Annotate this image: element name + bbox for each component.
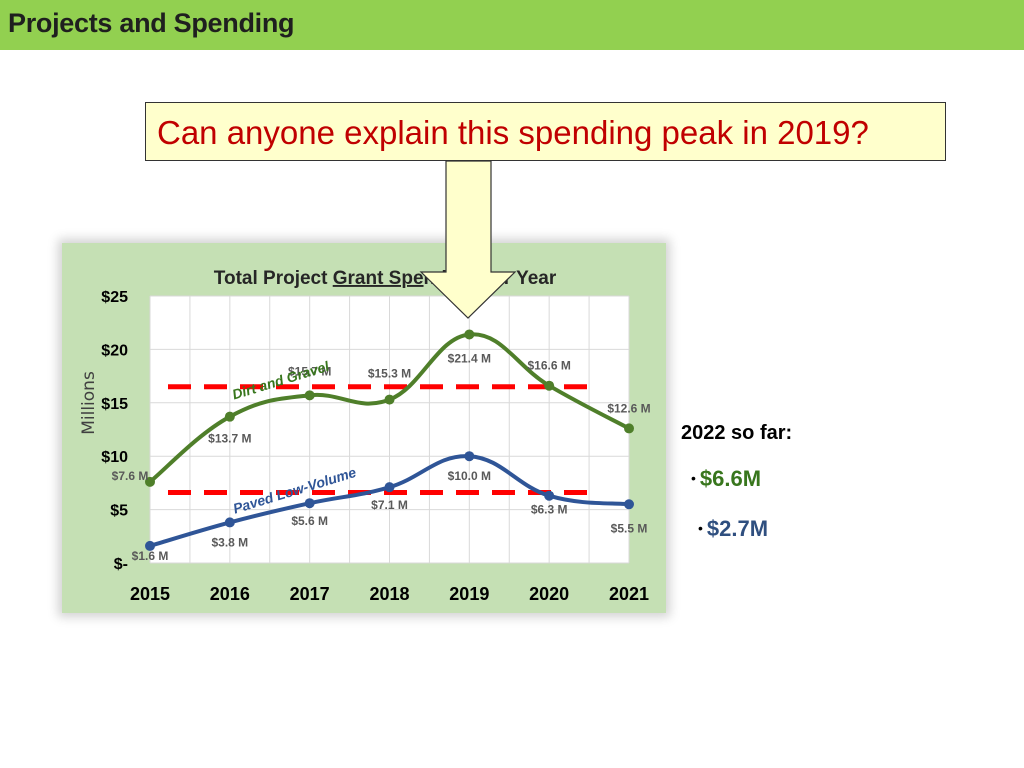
- y-tick-label: $-: [114, 556, 128, 573]
- x-tick-label: 2020: [529, 584, 569, 604]
- callout-text: Can anyone explain this spending peak in…: [157, 114, 869, 151]
- x-tick-label: 2019: [449, 584, 489, 604]
- data-label: $7.1 M: [371, 498, 408, 512]
- chart-title-part: Total Project: [214, 268, 333, 289]
- y-tick-label: $5: [110, 503, 128, 520]
- data-point: [384, 482, 395, 493]
- x-tick-label: 2015: [130, 584, 170, 604]
- data-point: [464, 451, 475, 462]
- callout-box: Can anyone explain this spending peak in…: [145, 102, 946, 161]
- data-point: [624, 423, 634, 434]
- data-label: $5.5 M: [611, 521, 648, 535]
- data-point: [145, 476, 155, 487]
- x-tick-label: 2018: [369, 584, 409, 604]
- data-label: $15.7 M: [288, 364, 331, 378]
- bullet-icon: •: [691, 470, 696, 486]
- chart-title-part: Grant Spe: [333, 268, 424, 289]
- y-tick-label: $10: [101, 449, 128, 466]
- header-bar: Projects and Spending: [0, 0, 1024, 50]
- data-point: [464, 329, 475, 340]
- x-tick-label: 2021: [609, 584, 649, 604]
- data-point: [544, 490, 555, 501]
- data-label: $12.6 M: [607, 401, 650, 415]
- y-tick-label: $20: [101, 342, 128, 359]
- bullet-paved-text: $2.7M: [706, 516, 769, 541]
- x-tick-label: 2017: [290, 584, 330, 604]
- y-tick-label: $25: [101, 289, 128, 306]
- data-label: $3.8 M: [211, 535, 248, 549]
- data-label: $16.6 M: [527, 359, 570, 373]
- data-label: $1.6 M: [132, 549, 169, 563]
- data-point: [224, 411, 235, 422]
- page-title: Projects and Spending: [8, 8, 295, 38]
- data-point: [544, 380, 555, 391]
- bullet-icon: •: [698, 520, 703, 536]
- data-label: $21.4 M: [448, 351, 491, 365]
- y-tick-label: $15: [101, 396, 128, 413]
- bullet-dirt-gravel: • $6.6M: [691, 466, 761, 492]
- data-point: [624, 499, 634, 510]
- sidebar-heading: 2022 so far:: [681, 422, 793, 444]
- data-label: $10.0 M: [448, 469, 491, 483]
- data-point: [304, 390, 315, 401]
- data-point: [224, 517, 235, 528]
- data-label: $5.6 M: [291, 514, 328, 528]
- data-label: $13.7 M: [208, 432, 251, 446]
- data-point: [304, 498, 315, 509]
- down-arrow-icon: [419, 160, 517, 319]
- data-label: $15.3 M: [368, 367, 411, 381]
- y-axis-label: Millions: [79, 371, 99, 435]
- data-label: $7.6 M: [112, 469, 149, 483]
- bullet-dirt-text: $6.6M: [699, 466, 762, 491]
- bullet-paved-low-volume: • $2.7M: [698, 516, 768, 542]
- data-point: [145, 540, 155, 551]
- x-tick-label: 2016: [210, 584, 250, 604]
- data-label: $6.3 M: [531, 503, 568, 517]
- data-point: [384, 394, 395, 405]
